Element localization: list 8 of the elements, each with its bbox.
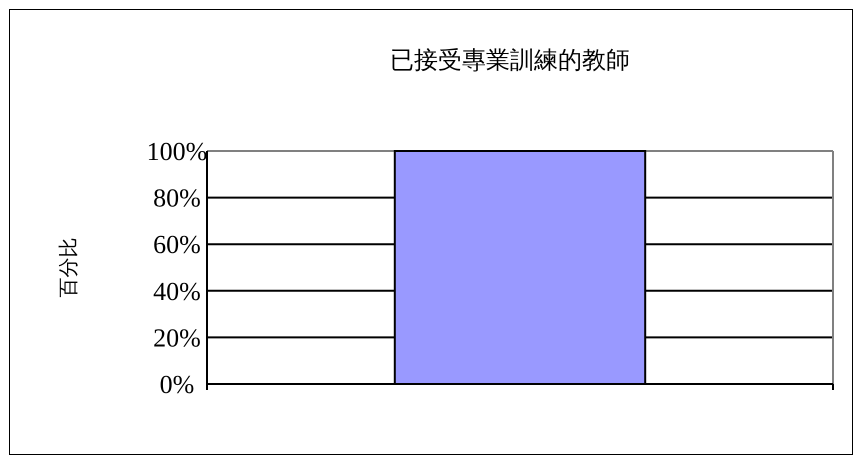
ytick-label: 80% — [153, 184, 201, 213]
ytick-label: 20% — [153, 323, 201, 352]
ytick-label: 60% — [153, 230, 201, 260]
ytick-label: 100% — [146, 137, 208, 166]
ytick-label: 40% — [153, 276, 201, 306]
ylabel: 百分比 — [58, 238, 80, 298]
ytick-label: 0% — [160, 370, 194, 399]
title: 已接受專業訓練的教師 — [390, 48, 630, 74]
